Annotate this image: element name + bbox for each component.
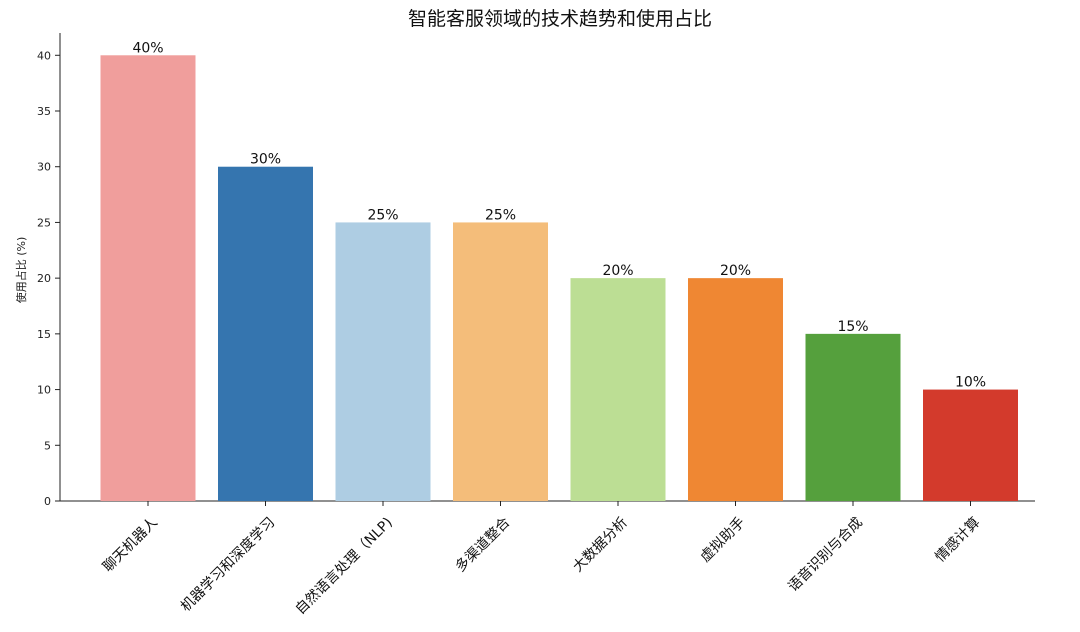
bar [688, 278, 783, 501]
plot-area: 0 5 10 15 20 25 30 35 40 40% 聊天机器人 30% 机器学习和深度学习 25% 自… [37, 33, 1035, 618]
bar [453, 222, 548, 501]
data-label: 25% [485, 207, 516, 223]
x-tick-label: 语音识别与合成 [785, 514, 866, 595]
y-tick-label: 5 [44, 439, 51, 452]
x-tick-label: 虚拟助手 [697, 515, 748, 566]
bar [805, 333, 901, 501]
data-label: 20% [720, 263, 751, 279]
y-tick-label: 15 [37, 328, 51, 341]
y-tick-label: 20 [37, 272, 51, 285]
y-tick-label: 10 [37, 384, 51, 397]
y-tick-label: 35 [37, 105, 51, 118]
bar [218, 166, 313, 501]
x-tick-label: 多渠道整合 [452, 514, 514, 576]
x-tick-label: 聊天机器人 [100, 515, 161, 576]
x-tick-label: 大数据分析 [570, 515, 631, 576]
data-label: 40% [132, 40, 163, 56]
x-tick-label: 自然语言处理（NLP) [292, 514, 396, 618]
data-label: 25% [367, 207, 398, 223]
data-label: 10% [955, 375, 986, 391]
bar [100, 55, 196, 502]
data-label: 30% [250, 152, 281, 168]
y-tick-label: 40 [37, 49, 51, 62]
y-tick-label: 25 [37, 216, 51, 229]
bar [923, 389, 1018, 501]
data-label: 15% [837, 319, 868, 335]
chart-title: 智能客服领域的技术趋势和使用占比 [408, 8, 712, 30]
bar [335, 222, 431, 501]
bar [570, 278, 666, 501]
data-label: 20% [602, 263, 633, 279]
y-axis-label: 使用占比 (%) [14, 237, 28, 304]
y-tick-label: 30 [37, 161, 51, 174]
y-tick-label: 0 [44, 495, 51, 508]
x-tick-label: 情感计算 [932, 514, 984, 566]
x-tick-label: 机器学习和深度学习 [178, 515, 278, 615]
